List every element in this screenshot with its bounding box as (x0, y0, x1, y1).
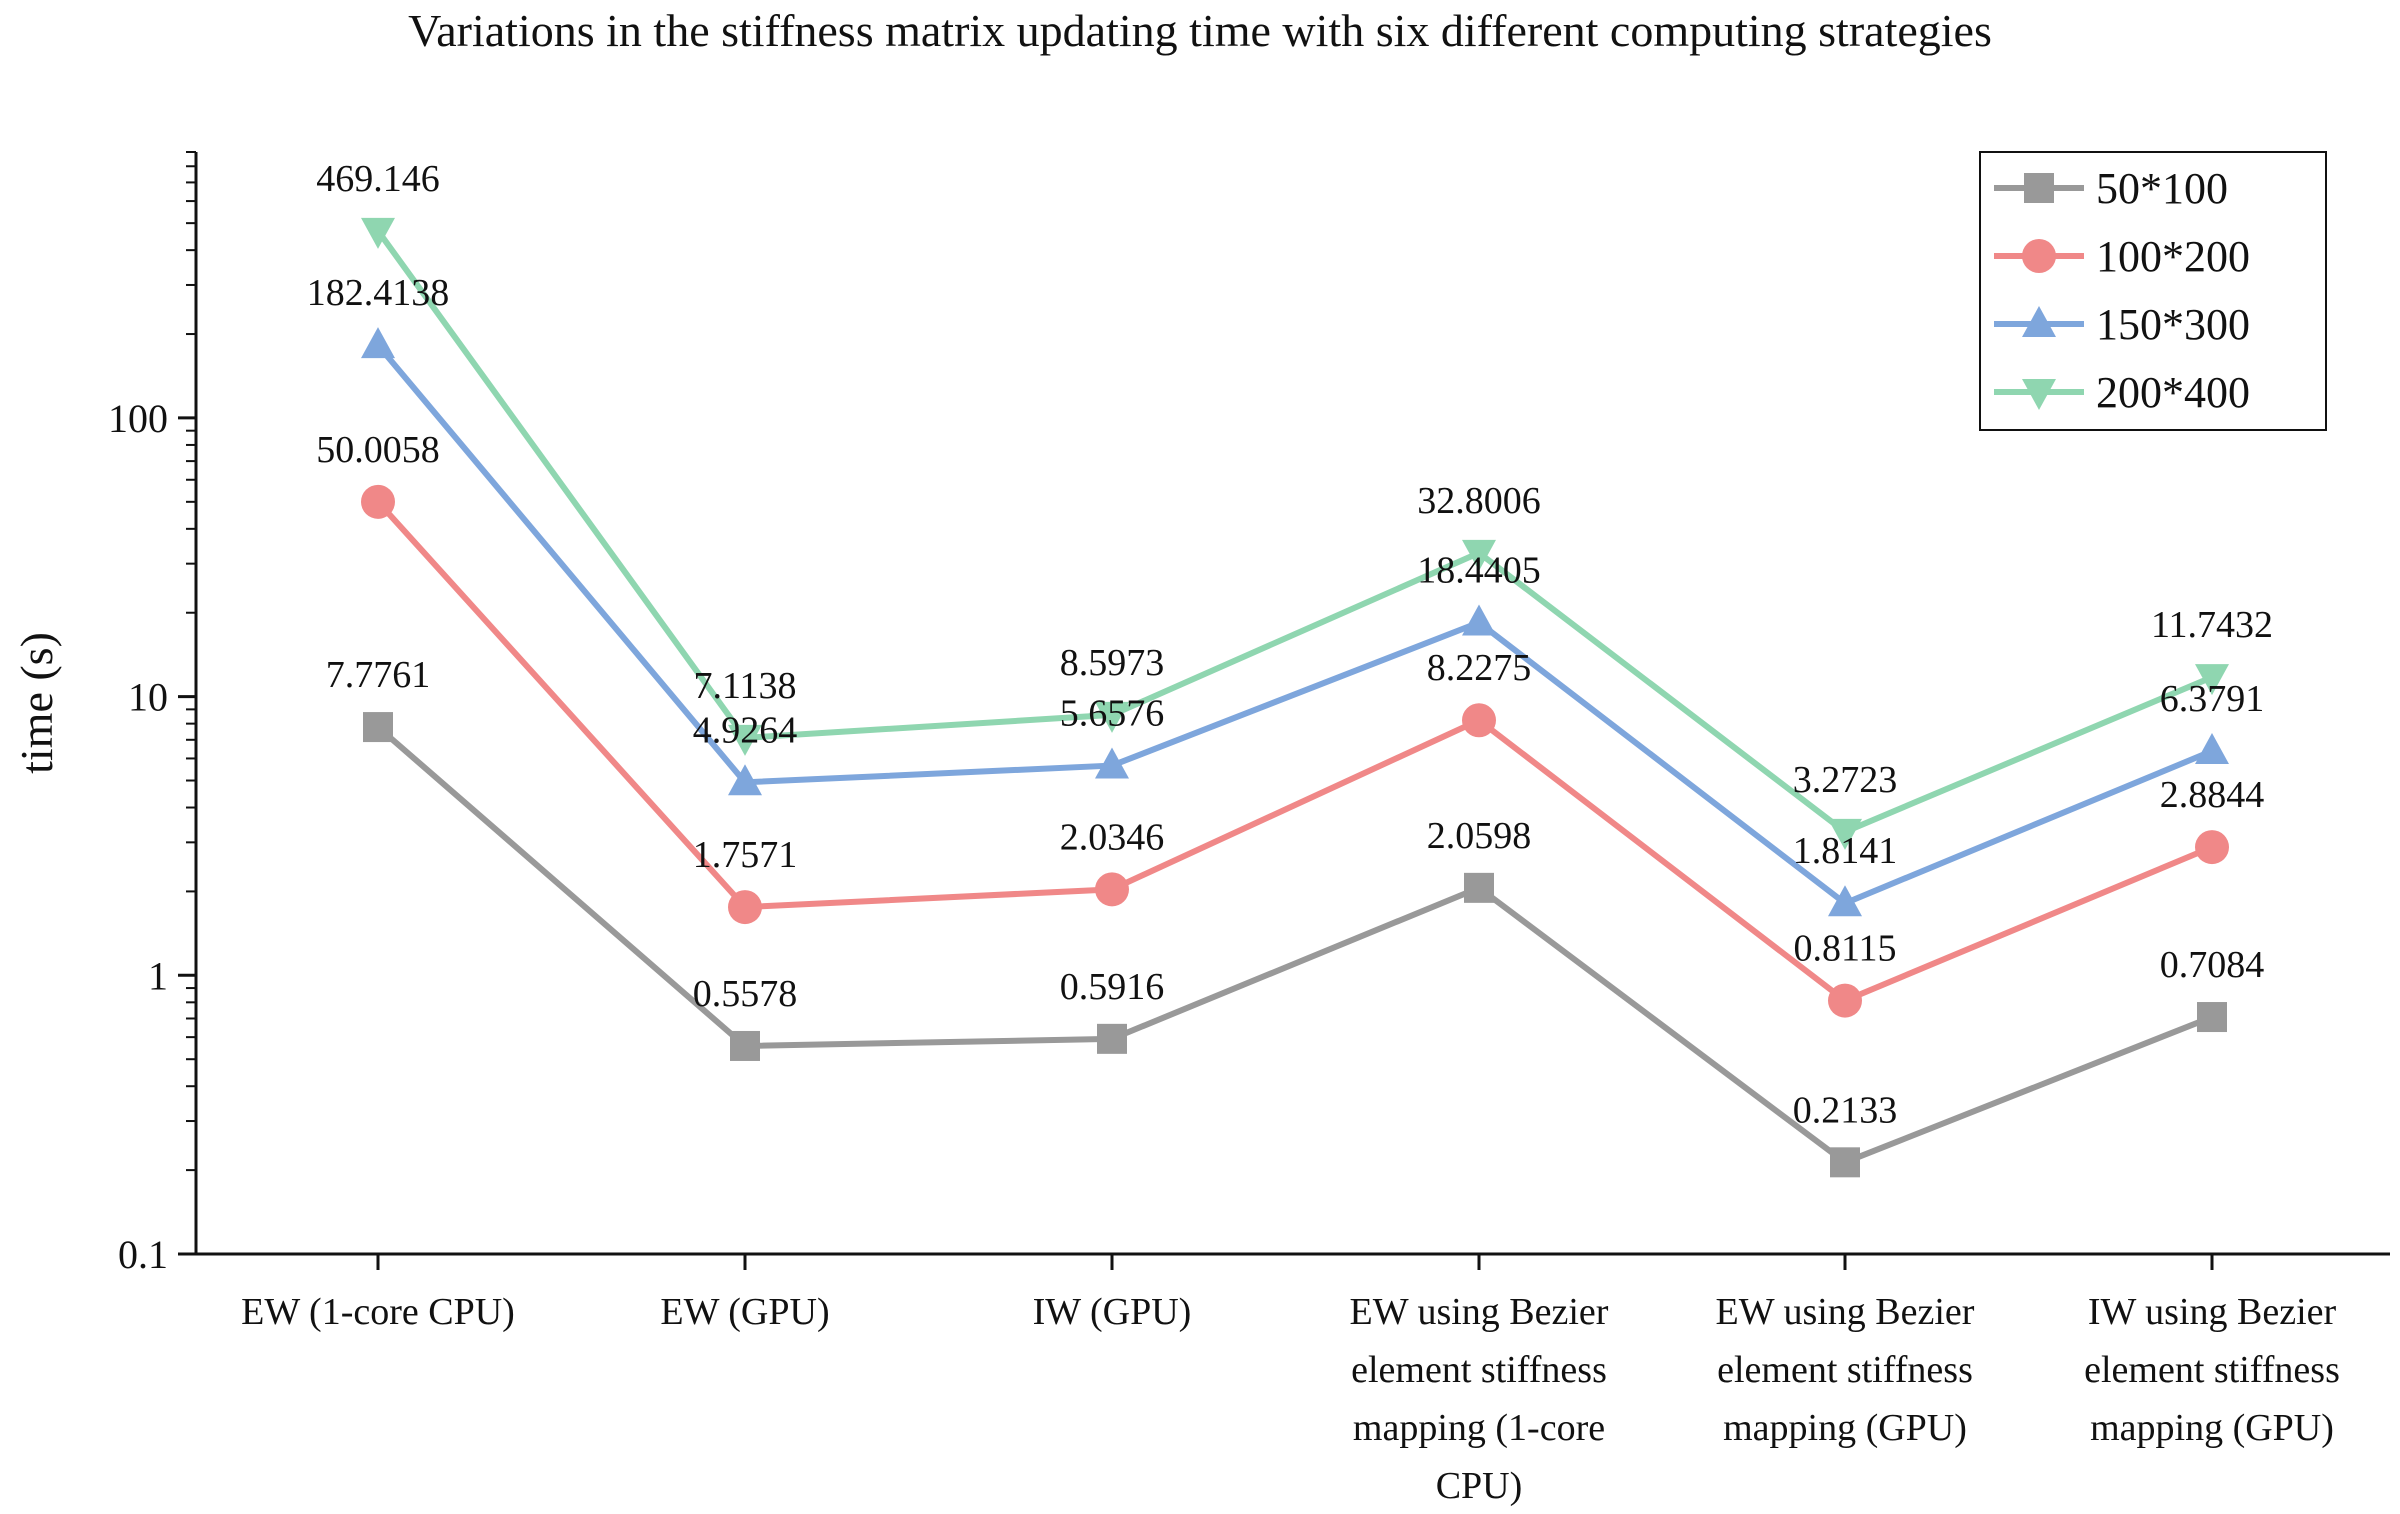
x-tick-label-line: EW using Bezier (1716, 1291, 1975, 1333)
data-label: 7.1138 (693, 665, 796, 707)
data-label: 2.0598 (1427, 815, 1532, 857)
x-tick-label-line: element stiffness (1717, 1349, 1973, 1391)
legend-label: 100*200 (2096, 232, 2250, 281)
data-point (361, 217, 395, 249)
data-label: 1.8141 (1793, 830, 1898, 872)
series-line (375, 343, 2214, 907)
y-tick-label: 1 (148, 953, 168, 998)
data-point (361, 327, 395, 359)
data-point (2195, 830, 2229, 865)
series-50*100 (363, 712, 2227, 1178)
data-label: 0.7084 (2160, 944, 2265, 986)
data-label: 2.0346 (1060, 816, 1165, 858)
data-point (728, 724, 762, 756)
data-point (1095, 872, 1129, 907)
data-point (728, 764, 762, 796)
legend-marker (2022, 379, 2056, 410)
series-150*300 (361, 327, 2229, 917)
data-point (728, 890, 762, 925)
legend-item: 200*400 (1994, 368, 2250, 417)
data-point (1462, 539, 1496, 571)
data-point (361, 484, 395, 519)
x-tick-label-line: element stiffness (2084, 1349, 2340, 1391)
legend-label: 200*400 (2096, 368, 2250, 417)
x-tick-label-line: element stiffness (1351, 1349, 1607, 1391)
x-tick-label-line: EW (GPU) (660, 1291, 829, 1333)
legend-item: 50*100 (1994, 164, 2228, 213)
data-point (1095, 747, 1129, 779)
data-label: 0.5916 (1060, 966, 1165, 1008)
x-tick-label-line: mapping (GPU) (2090, 1407, 2334, 1449)
series-layer (361, 217, 2229, 1178)
series-100*200 (361, 484, 2229, 1018)
data-label: 3.2723 (1793, 759, 1898, 801)
data-label: 0.5578 (693, 973, 798, 1015)
data-label: 469.146 (316, 158, 440, 200)
y-axis-label: time (s) (11, 632, 62, 774)
x-tick-label-line: IW using Bezier (2088, 1291, 2337, 1333)
x-tick-label-line: IW (GPU) (1033, 1291, 1192, 1333)
x-tick-label: IW using Bezier element stiffness mapping … (2084, 1291, 2340, 1449)
x-tick-label-line: CPU) (1436, 1465, 1523, 1507)
data-point (730, 1030, 760, 1061)
legend-marker (2022, 239, 2056, 273)
data-label: 2.8844 (2160, 774, 2265, 816)
x-tick-label: EW using Bezier element stiffness mapping … (1350, 1291, 1609, 1507)
y-tick-label: 0.1 (118, 1232, 168, 1277)
data-point (363, 712, 393, 743)
x-tick-label-line: mapping (GPU) (1723, 1407, 1967, 1449)
data-label: 1.7571 (693, 834, 798, 876)
axes: 0.1 1 10 100 time (s) EW (1-core CPU) EW (GPU)… (11, 151, 2390, 1507)
legend-label: 50*100 (2096, 164, 2228, 213)
x-tick-label: EW (GPU) (660, 1291, 829, 1333)
data-label: 7.7761 (326, 654, 431, 696)
x-tick-label: EW using Bezier element stiffness mapping … (1716, 1291, 1975, 1449)
x-tick-label: IW (GPU) (1033, 1291, 1192, 1333)
data-point (2195, 733, 2229, 765)
data-label: 18.4405 (1417, 550, 1541, 592)
data-label: 6.3791 (2160, 678, 2265, 720)
data-label: 0.8115 (1793, 928, 1896, 970)
x-tick-label-line: EW using Bezier (1350, 1291, 1609, 1333)
data-point (2195, 664, 2229, 696)
x-tick-label: EW (1-core CPU) (241, 1291, 515, 1333)
series-line (376, 724, 2214, 1166)
data-point (1830, 1147, 1860, 1178)
legend-marker (2022, 306, 2056, 337)
chart-title: Variations in the stiffness matrix updat… (408, 5, 1992, 56)
data-label: 4.9264 (693, 709, 798, 751)
data-label: 8.5973 (1060, 642, 1165, 684)
series-line (375, 229, 2214, 835)
data-label: 50.0058 (316, 429, 440, 471)
data-point (1097, 1023, 1127, 1054)
x-tick-label-line: mapping (1-core (1353, 1407, 1605, 1449)
legend: 50*100 100*200 150*300 200*400 (1979, 151, 2327, 431)
data-point (1462, 703, 1496, 738)
data-point (1464, 872, 1494, 903)
y-tick-label: 10 (128, 675, 168, 720)
data-point (1828, 983, 1862, 1018)
data-label: 5.6576 (1060, 693, 1165, 735)
legend-marker (2024, 173, 2054, 203)
series-line (375, 499, 2214, 1004)
data-label: 32.8006 (1417, 480, 1541, 522)
series-200*400 (361, 217, 2229, 850)
data-point (1828, 885, 1862, 917)
x-tick-label-line: EW (1-core CPU) (241, 1291, 515, 1333)
data-label: 0.2133 (1793, 1089, 1898, 1131)
data-point (1095, 701, 1129, 733)
data-label: 11.7432 (2151, 604, 2273, 646)
data-label: 8.2275 (1427, 647, 1532, 689)
legend-item: 100*200 (1994, 232, 2250, 281)
legend-label: 150*300 (2096, 300, 2250, 349)
data-point (1462, 604, 1496, 636)
data-point (1828, 818, 1862, 850)
data-label: 182.4138 (307, 272, 450, 314)
data-point (2197, 1002, 2227, 1033)
legend-item: 150*300 (1994, 300, 2250, 349)
y-tick-label: 100 (108, 396, 168, 441)
data-labels: 7.7761 0.5578 0.5916 2.0598 0.2133 0.7084 50.0… (307, 158, 2273, 1131)
